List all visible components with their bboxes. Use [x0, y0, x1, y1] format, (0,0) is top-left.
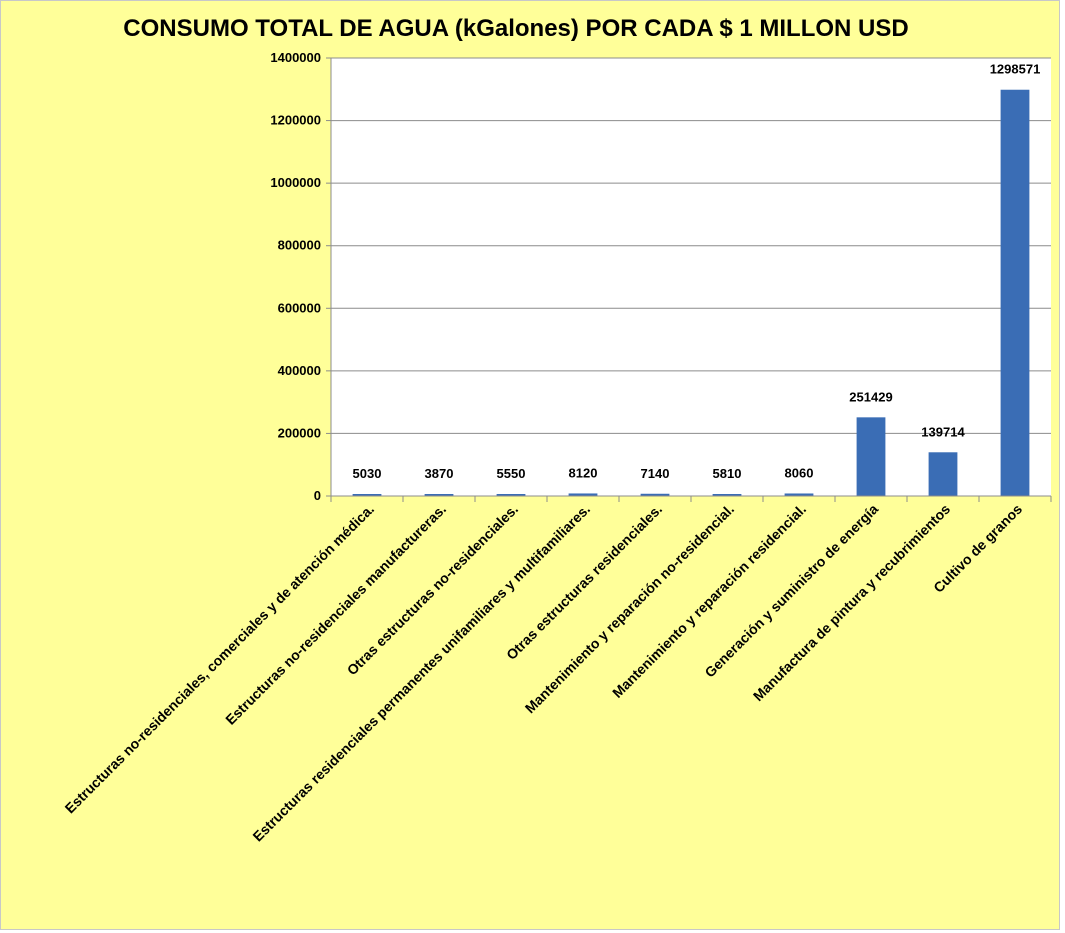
x-category-label: Estructuras residenciales permanentes un…	[249, 501, 593, 845]
bar	[784, 493, 814, 496]
y-tick-label: 800000	[278, 238, 321, 253]
gridlines	[326, 57, 1051, 497]
data-label: 5550	[497, 466, 526, 481]
bar	[640, 493, 670, 496]
bar	[712, 494, 742, 496]
data-labels: 5030 3870 5550 8120 7140 5810 8060 251429 139714…	[353, 62, 1041, 481]
y-tick-label: 1400000	[270, 50, 321, 65]
bar	[496, 494, 526, 496]
y-tick-label: 200000	[278, 425, 321, 440]
data-label: 7140	[641, 466, 670, 481]
data-label: 5030	[353, 466, 382, 481]
bar	[928, 452, 958, 496]
y-tick-label: 1000000	[270, 175, 321, 190]
data-label: 5810	[713, 466, 742, 481]
bar	[856, 417, 886, 496]
bar	[1000, 89, 1030, 496]
chart-title: CONSUMO TOTAL DE AGUA (kGalones) POR CAD…	[123, 15, 909, 42]
data-label: 139714	[921, 424, 965, 439]
bars	[330, 89, 1052, 502]
x-category-label: Otras estructuras residenciales.	[503, 501, 665, 663]
data-label: 8060	[785, 465, 814, 480]
bar	[352, 494, 382, 496]
y-tick-label: 0	[314, 488, 321, 503]
bar	[424, 494, 454, 496]
data-label: 251429	[849, 389, 892, 404]
data-label: 8120	[569, 465, 598, 480]
y-tick-label: 400000	[278, 363, 321, 378]
x-axis-categories: Estructuras no-residenciales, comerciale…	[62, 501, 1026, 845]
bar	[568, 493, 598, 496]
data-label: 3870	[425, 466, 454, 481]
y-tick-label: 1200000	[270, 113, 321, 128]
plot-area	[331, 58, 1051, 496]
y-tick-label: 600000	[278, 300, 321, 315]
y-axis-ticks: 0 200000 400000 600000 800000 1000000 1200000 1…	[270, 50, 321, 503]
data-label: 1298571	[990, 62, 1041, 77]
